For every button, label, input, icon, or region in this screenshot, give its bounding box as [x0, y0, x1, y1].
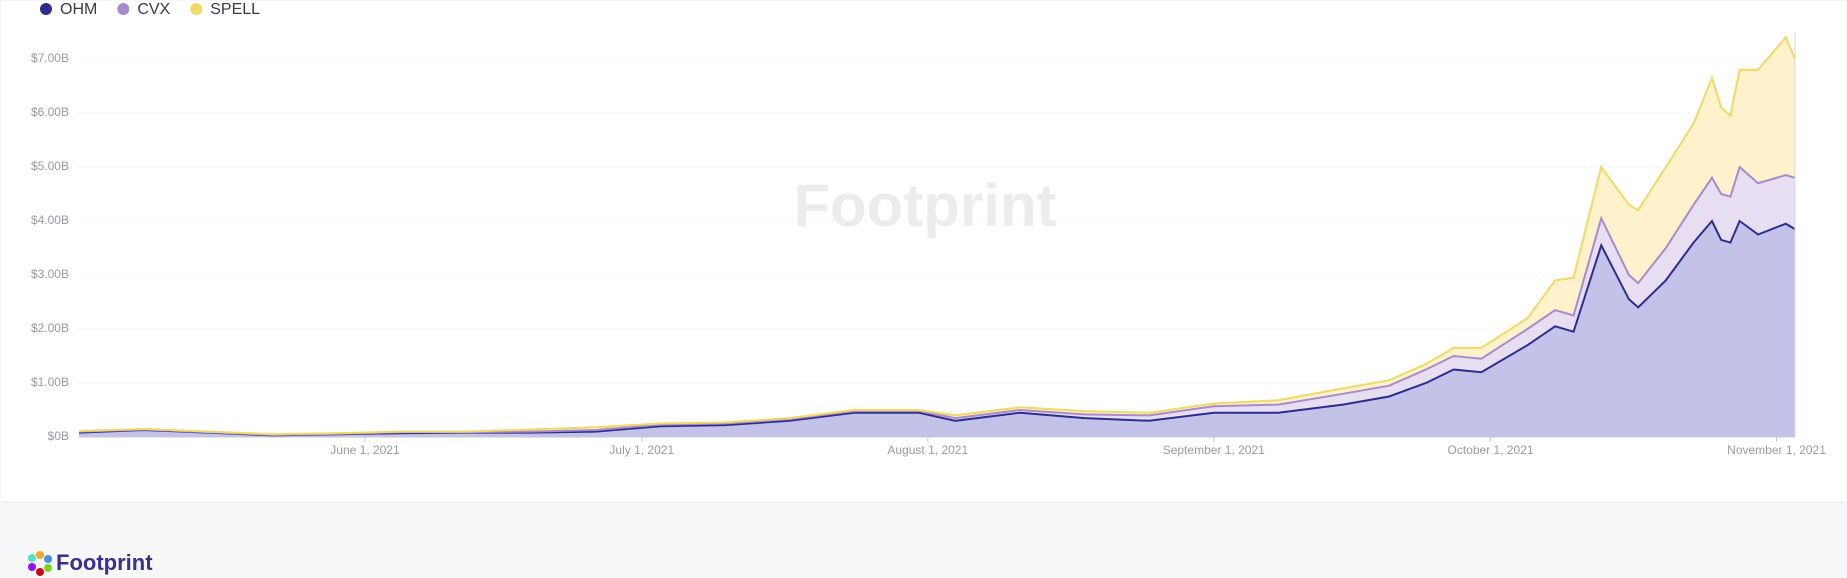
x-tick-label: November 1, 2021 — [1727, 443, 1826, 457]
x-tick-label: June 1, 2021 — [330, 443, 400, 457]
x-tick-label: July 1, 2021 — [609, 443, 674, 457]
x-tick-label: September 1, 2021 — [1163, 443, 1265, 457]
y-tick-label: $4.00B — [31, 213, 69, 227]
y-tick-label: $3.00B — [31, 267, 69, 281]
legend-label: CVX — [137, 1, 170, 18]
logo-icon — [28, 551, 52, 576]
x-tick-label: August 1, 2021 — [887, 443, 968, 457]
area-fill — [79, 221, 1795, 437]
legend-swatch — [40, 3, 52, 15]
y-tick-label: $5.00B — [31, 159, 69, 173]
y-tick-label: $0B — [48, 429, 69, 443]
legend-swatch — [190, 3, 203, 15]
y-tick-label: $2.00B — [31, 321, 69, 335]
y-tick-label: $1.00B — [31, 375, 69, 389]
x-tick-label: October 1, 2021 — [1448, 443, 1534, 457]
legend-swatch — [117, 3, 130, 15]
series-line — [78, 165, 1796, 436]
y-tick-label: $7.00B — [31, 51, 69, 65]
legend-label: OHM — [60, 1, 97, 18]
footer-brand: Footprint — [56, 550, 153, 575]
series-line — [78, 35, 1796, 436]
y-tick-label: $6.00B — [31, 105, 69, 119]
watermark: Footprint — [793, 172, 1056, 239]
legend-label: SPELL — [210, 1, 260, 18]
